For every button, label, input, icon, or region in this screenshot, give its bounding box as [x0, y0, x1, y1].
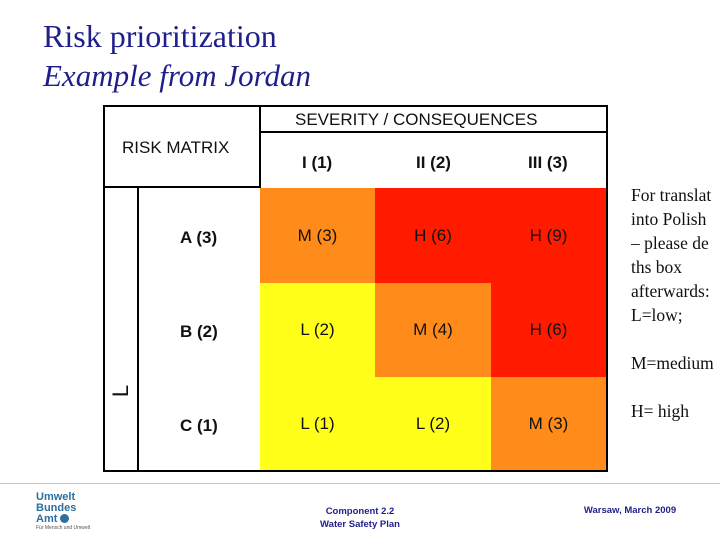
footer-date: Warsaw, March 2009: [583, 505, 677, 516]
uba-logo: Umwelt Bundes Amt Für Mensch und Umwelt: [36, 492, 96, 538]
cell-b-1: L (2): [260, 283, 375, 377]
row-label-a: A (3): [180, 228, 218, 247]
translation-note-line: [631, 327, 720, 351]
column-header-2: II (2): [416, 153, 451, 172]
footer-component: Component 2.2 Water Safety Plan: [300, 505, 420, 531]
translation-note: For translat into Polish – please de ths bo…: [631, 183, 720, 423]
cell-a-3: H (9): [491, 188, 606, 283]
row-label-b: B (2): [180, 322, 218, 341]
likelihood-glyph: L: [108, 384, 134, 398]
cell-a-2: H (6): [375, 188, 491, 283]
column-header-3: III (3): [528, 153, 568, 172]
translation-note-line: M=medium: [631, 353, 714, 373]
slide-subtitle: Example from Jordan: [43, 58, 312, 93]
translation-note-line: H= high: [631, 401, 689, 421]
logo-line-3: Amt: [36, 514, 96, 525]
translation-note-line: into Polish: [631, 209, 707, 229]
translation-note-line: ths box: [631, 257, 683, 277]
logo-tagline: Für Mensch und Umwelt: [36, 525, 91, 531]
logo-line-1: Umwelt: [36, 491, 76, 503]
translation-note-line: afterwards:: [631, 281, 710, 301]
cell-b-3: H (6): [491, 283, 606, 377]
cell-c-2: L (2): [375, 377, 491, 470]
row-label-c: C (1): [180, 416, 218, 435]
translation-note-line: For translat: [631, 185, 712, 205]
divider-vertical-left: [259, 107, 261, 188]
footer-component-line2: Water Safety Plan: [320, 519, 400, 530]
column-header-1: I (1): [302, 153, 333, 172]
divider-row-label: [137, 187, 139, 470]
cell-b-2: M (4): [375, 283, 491, 377]
translation-note-line: L=low;: [631, 305, 683, 325]
uba-circle-icon: [60, 514, 70, 523]
cell-a-1: M (3): [260, 188, 375, 283]
cell-c-3: M (3): [491, 377, 606, 470]
divider-header-bottom: [105, 186, 260, 188]
cell-c-1: L (1): [260, 377, 375, 470]
risk-matrix-corner-label: RISK MATRIX: [122, 138, 230, 157]
severity-header: SEVERITY / CONSEQUENCES: [295, 110, 538, 129]
slide-title: Risk prioritization: [43, 18, 277, 54]
footer-component-line1: Component 2.2: [325, 506, 395, 517]
divider-header-top: [259, 131, 606, 133]
translation-note-line: [631, 375, 720, 399]
translation-note-line: – please de: [631, 233, 709, 253]
logo-line-2: Bundes: [36, 502, 77, 514]
risk-matrix: RISK MATRIX SEVERITY / CONSEQUENCES I (1…: [103, 105, 608, 472]
footer-divider: [0, 483, 720, 484]
